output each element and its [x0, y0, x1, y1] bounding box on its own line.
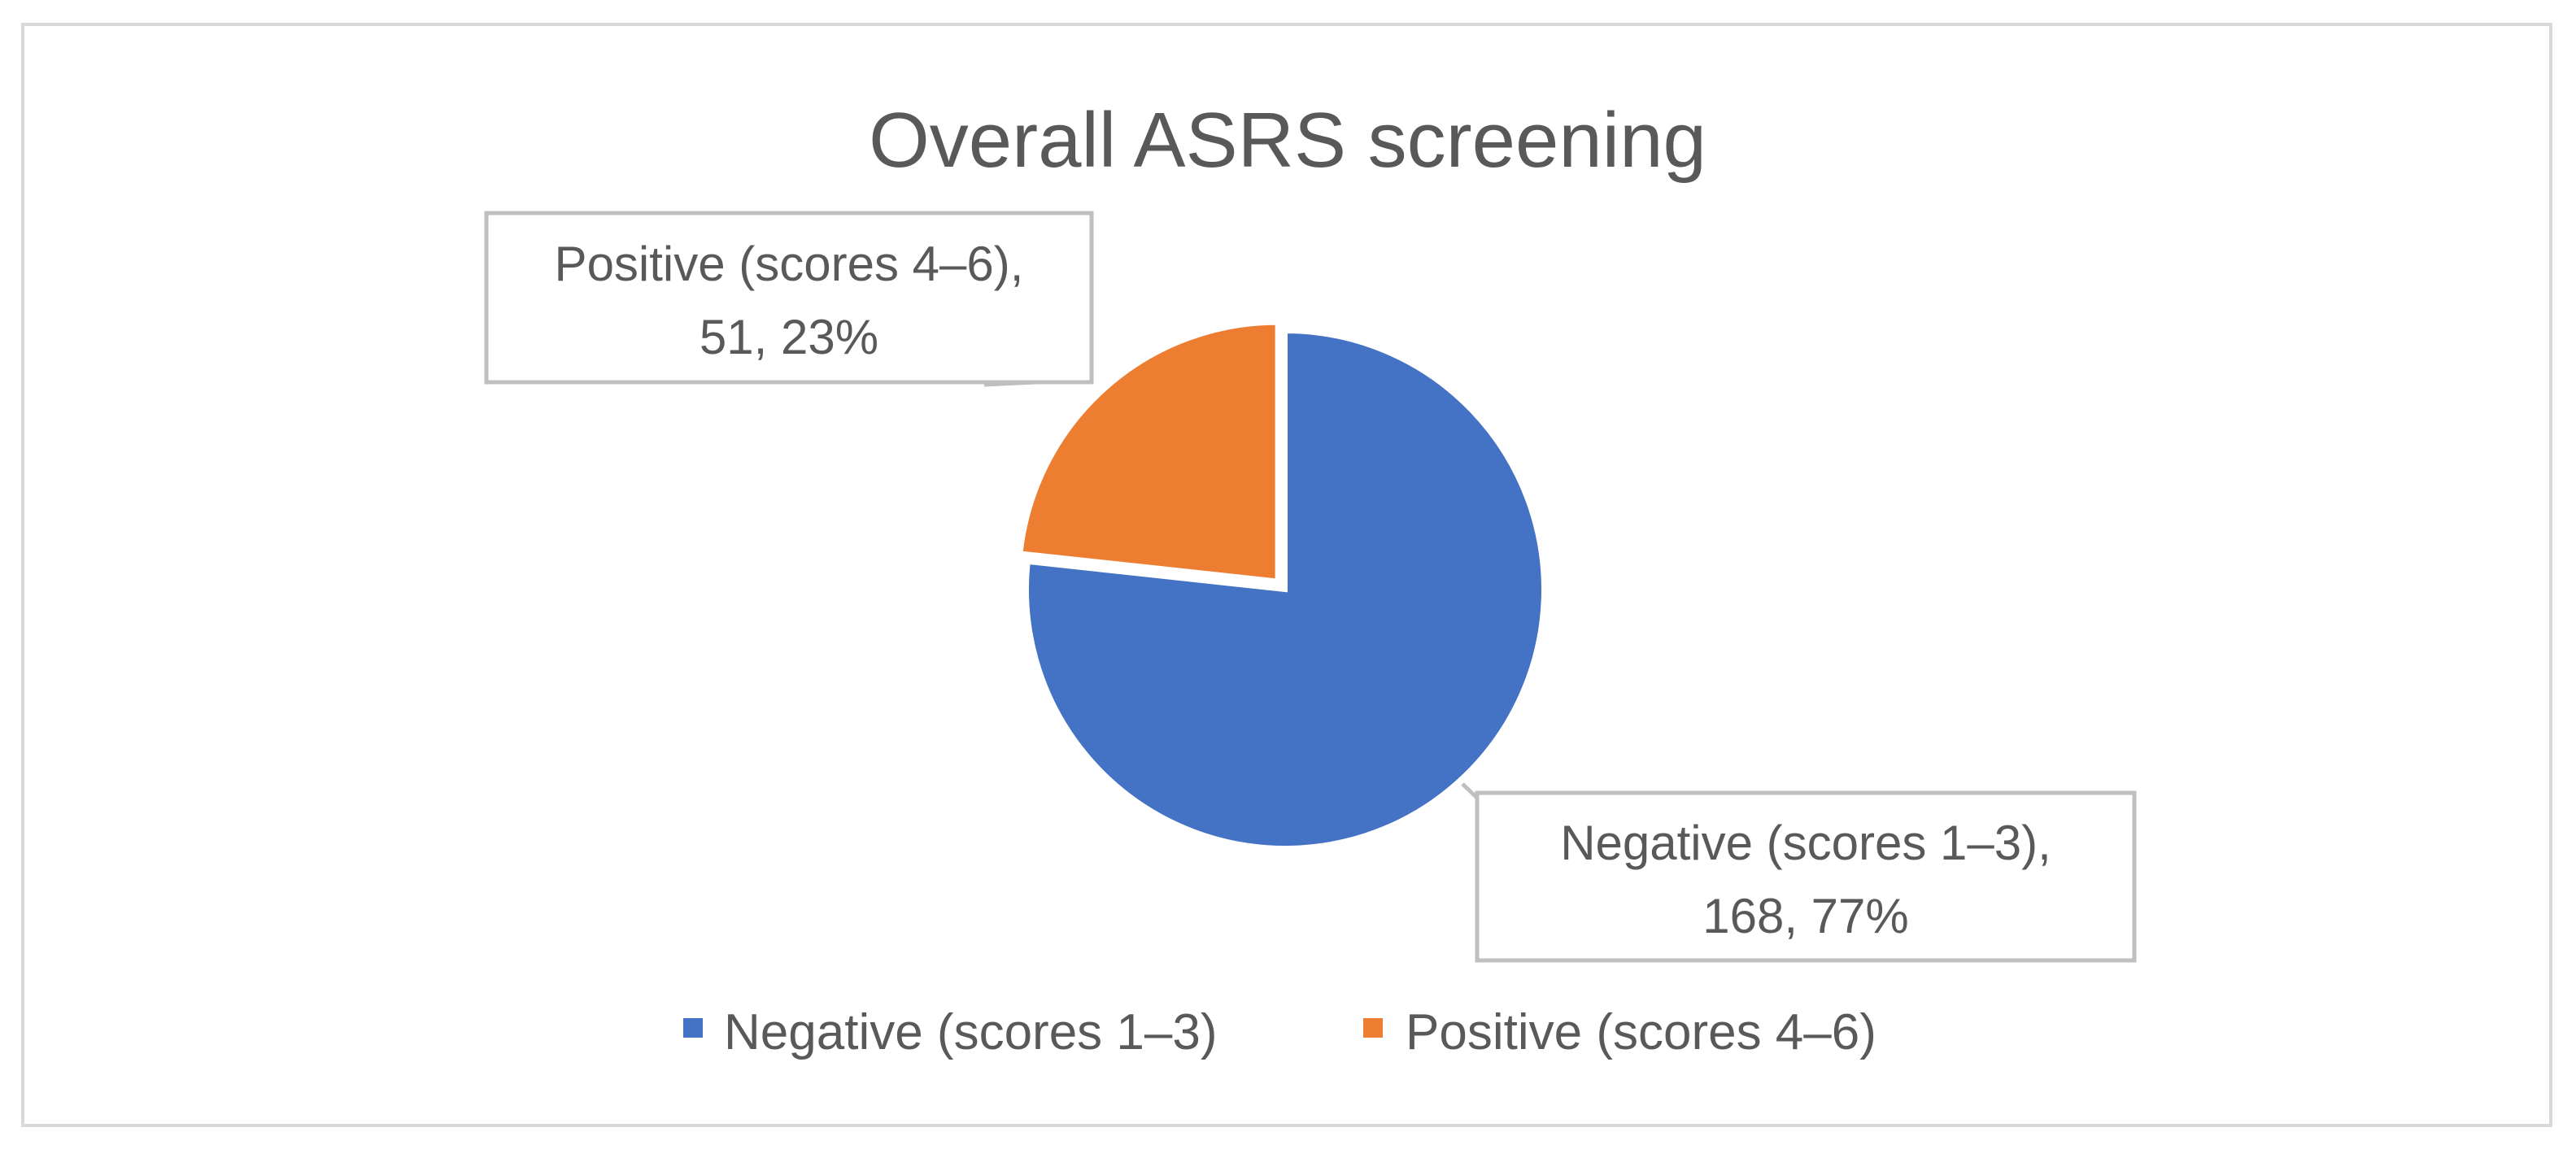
- legend-swatch-positive: [1363, 1018, 1383, 1038]
- data-label-negative: Negative (scores 1–3), 168, 77%: [1475, 790, 2137, 963]
- label-negative-line1: Negative (scores 1–3),: [1560, 816, 2051, 870]
- pie-slice-positive: [1018, 320, 1280, 584]
- chart-title: Overall ASRS screening: [869, 97, 1706, 184]
- pie-slice-negative: [1024, 328, 1546, 851]
- label-box-negative: [1475, 790, 2137, 963]
- legend-label-positive: Positive (scores 4–6): [1406, 1004, 1876, 1060]
- legend: Negative (scores 1–3) Positive (scores 4…: [683, 1004, 1876, 1060]
- legend-label-negative: Negative (scores 1–3): [724, 1004, 1218, 1060]
- label-box-positive: [484, 211, 1094, 385]
- label-positive-line2: 51, 23%: [700, 310, 878, 364]
- label-positive-line1: Positive (scores 4–6),: [555, 237, 1024, 291]
- legend-swatch-negative: [683, 1018, 703, 1038]
- pie-slices: [1018, 320, 1546, 851]
- label-negative-line2: 168, 77%: [1702, 889, 1909, 943]
- data-label-positive: Positive (scores 4–6), 51, 23%: [484, 211, 1094, 385]
